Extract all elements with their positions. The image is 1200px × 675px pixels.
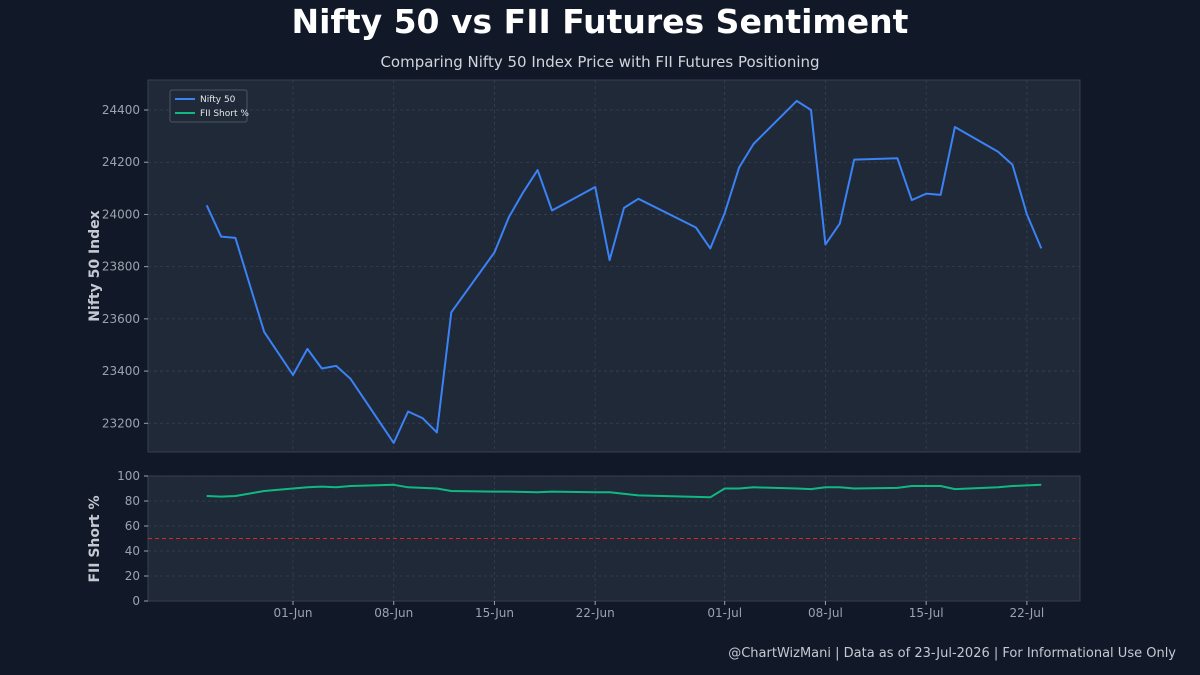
x-axis-ticks: 01-Jun 08-Jun 15-Jun 22-Jun 01-Jul 08-Jul 15-J… [273, 601, 1044, 620]
x-tick-label: 08-Jul [808, 606, 843, 620]
nifty-y-tick-label: 24400 [102, 103, 140, 117]
nifty-plot-area [147, 79, 1081, 453]
nifty-y-axis-label: Nifty 50 Index [87, 210, 103, 321]
nifty-grid [148, 80, 1080, 452]
nifty-y-tick-label: 23600 [102, 312, 140, 326]
x-tick-label: 15-Jul [909, 606, 944, 620]
fii-short-series-line [206, 483, 1042, 499]
footer-attribution: @ChartWizMani | Data as of 23-Jul-2026 |… [728, 646, 1176, 661]
x-tick-label: 15-Jun [475, 606, 514, 620]
fii-grid [148, 475, 1080, 602]
fii-y-tick-label: 0 [132, 594, 140, 608]
x-tick-label: 01-Jun [273, 606, 312, 620]
nifty-y-tick-label: 24000 [102, 207, 140, 221]
fii-y-tick-label: 40 [125, 544, 140, 558]
nifty-y-tick-label: 23400 [102, 364, 140, 378]
x-tick-label: 08-Jun [374, 606, 413, 620]
x-tick-label: 22-Jul [1010, 606, 1045, 620]
nifty-y-tick-label: 23200 [102, 416, 140, 430]
fii-y-tick-label: 60 [125, 519, 140, 533]
x-tick-label: 01-Jul [707, 606, 742, 620]
chart-title: Nifty 50 vs FII Futures Sentiment [291, 2, 909, 41]
fii-y-tick-label: 20 [125, 569, 140, 583]
nifty-y-ticks: 23200 23400 23600 23800 24000 24200 24400 [102, 103, 148, 430]
nifty-y-tick-label: 23800 [102, 260, 140, 274]
chart-legend: Nifty 50 FII Short % [169, 89, 249, 123]
fii-y-axis-label: FII Short % [87, 495, 103, 582]
fii-y-tick-label: 80 [125, 494, 140, 508]
x-tick-label: 22-Jun [576, 606, 615, 620]
legend-label-fii: FII Short % [200, 109, 249, 119]
nifty-50-series-line [205, 99, 1043, 444]
nifty-y-tick-label: 24200 [102, 155, 140, 169]
fii-y-ticks: 0 20 40 60 80 100 [117, 469, 148, 608]
chart-subtitle: Comparing Nifty 50 Index Price with FII … [380, 53, 820, 71]
fii-y-tick-label: 100 [117, 469, 140, 483]
legend-label-nifty: Nifty 50 [200, 95, 236, 105]
